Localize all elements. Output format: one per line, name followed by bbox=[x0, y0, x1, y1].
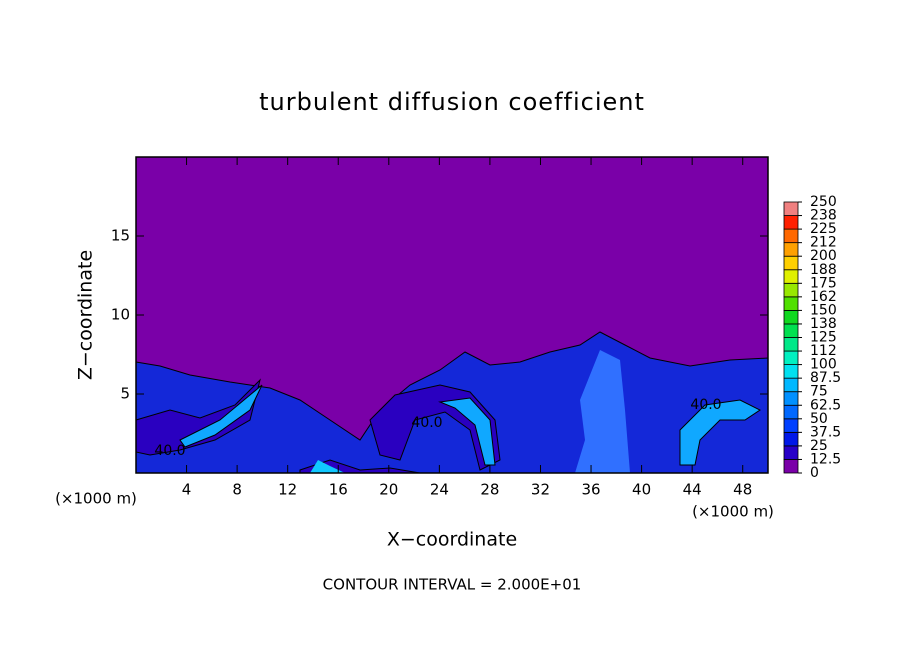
x-tick-label: 44 bbox=[683, 481, 702, 499]
colorbar-label: 50 bbox=[810, 411, 828, 427]
x-tick-label: 8 bbox=[232, 481, 242, 499]
x-tick-label: 4 bbox=[182, 481, 192, 499]
colorbar-cell bbox=[783, 459, 799, 474]
x-tick-label: 40 bbox=[632, 481, 651, 499]
colorbar-cell bbox=[783, 228, 799, 244]
y-unit: (×1000 m) bbox=[55, 490, 137, 508]
colorbar-cell bbox=[783, 337, 799, 352]
colorbar-cell bbox=[783, 391, 799, 406]
x-tick-label: 24 bbox=[430, 481, 449, 499]
colorbar-cell bbox=[783, 215, 799, 230]
colorbar-label: 238 bbox=[810, 208, 837, 224]
colorbar-cell bbox=[783, 377, 799, 393]
colorbar-label: 175 bbox=[810, 275, 837, 291]
field-region bbox=[179, 384, 263, 448]
x-tick-label: 32 bbox=[531, 481, 550, 499]
field-region bbox=[575, 350, 630, 473]
colorbar-label: 125 bbox=[810, 330, 837, 346]
y-tick-label: 5 bbox=[120, 385, 130, 403]
colorbar-cell bbox=[783, 350, 799, 365]
colorbar-cell bbox=[783, 242, 799, 257]
x-tick-label: 20 bbox=[379, 481, 398, 499]
colorbar-label: 62.5 bbox=[810, 397, 841, 413]
colorbar-label: 100 bbox=[810, 357, 837, 373]
colorbar-cell bbox=[783, 255, 799, 271]
colorbar-cell bbox=[783, 445, 799, 460]
colorbar-cell bbox=[783, 296, 799, 311]
x-tick-label: 28 bbox=[480, 481, 499, 499]
colorbar-cell bbox=[783, 431, 799, 447]
colorbar-label: 225 bbox=[810, 221, 837, 237]
colorbar-label: 112 bbox=[810, 343, 837, 359]
colorbar-cell bbox=[783, 201, 799, 216]
colorbar-label: 37.5 bbox=[810, 424, 841, 440]
x-tick-label: 12 bbox=[278, 481, 297, 499]
colorbar-label: 200 bbox=[810, 248, 837, 264]
contour-label: 40.0 bbox=[154, 443, 185, 459]
colorbar-label: 87.5 bbox=[810, 370, 841, 386]
x-axis-label: X−coordinate bbox=[387, 529, 517, 551]
contour-label: 40.0 bbox=[411, 415, 442, 431]
colorbar-label: 12.5 bbox=[810, 451, 841, 467]
contour-interval: CONTOUR INTERVAL = 2.000E+01 bbox=[323, 576, 582, 594]
x-unit: (×1000 m) bbox=[692, 503, 774, 521]
colorbar-cell bbox=[783, 282, 799, 298]
contour-label: 40.0 bbox=[690, 397, 721, 413]
colorbar-label: 138 bbox=[810, 316, 837, 332]
x-tick-label: 36 bbox=[581, 481, 600, 499]
colorbar-label: 150 bbox=[810, 302, 837, 318]
chart-title: turbulent diffusion coefficient bbox=[259, 88, 645, 116]
colorbar-label: 25 bbox=[810, 438, 828, 454]
colorbar-label: 188 bbox=[810, 262, 837, 278]
colorbar-label: 162 bbox=[810, 289, 837, 305]
colorbar-cell bbox=[783, 404, 799, 420]
colorbar-label: 212 bbox=[810, 235, 837, 251]
x-tick-label: 48 bbox=[733, 481, 752, 499]
x-tick-label: 16 bbox=[329, 481, 348, 499]
colorbar-cell bbox=[783, 269, 799, 284]
colorbar-label: 250 bbox=[810, 194, 837, 210]
field-region bbox=[135, 378, 261, 456]
field bbox=[135, 157, 769, 474]
y-axis-label: Z−coordinate bbox=[75, 250, 97, 380]
colorbar-cell bbox=[783, 364, 799, 379]
colorbar-label: 75 bbox=[810, 384, 828, 400]
colorbar-cell bbox=[783, 323, 799, 338]
colorbar-cell bbox=[783, 309, 799, 325]
field-region bbox=[679, 399, 761, 466]
colorbar-label: 0 bbox=[810, 465, 819, 481]
y-tick-label: 10 bbox=[111, 306, 130, 324]
field-region bbox=[310, 460, 345, 473]
colorbar-cell bbox=[783, 418, 799, 433]
y-tick-label: 15 bbox=[111, 227, 130, 245]
